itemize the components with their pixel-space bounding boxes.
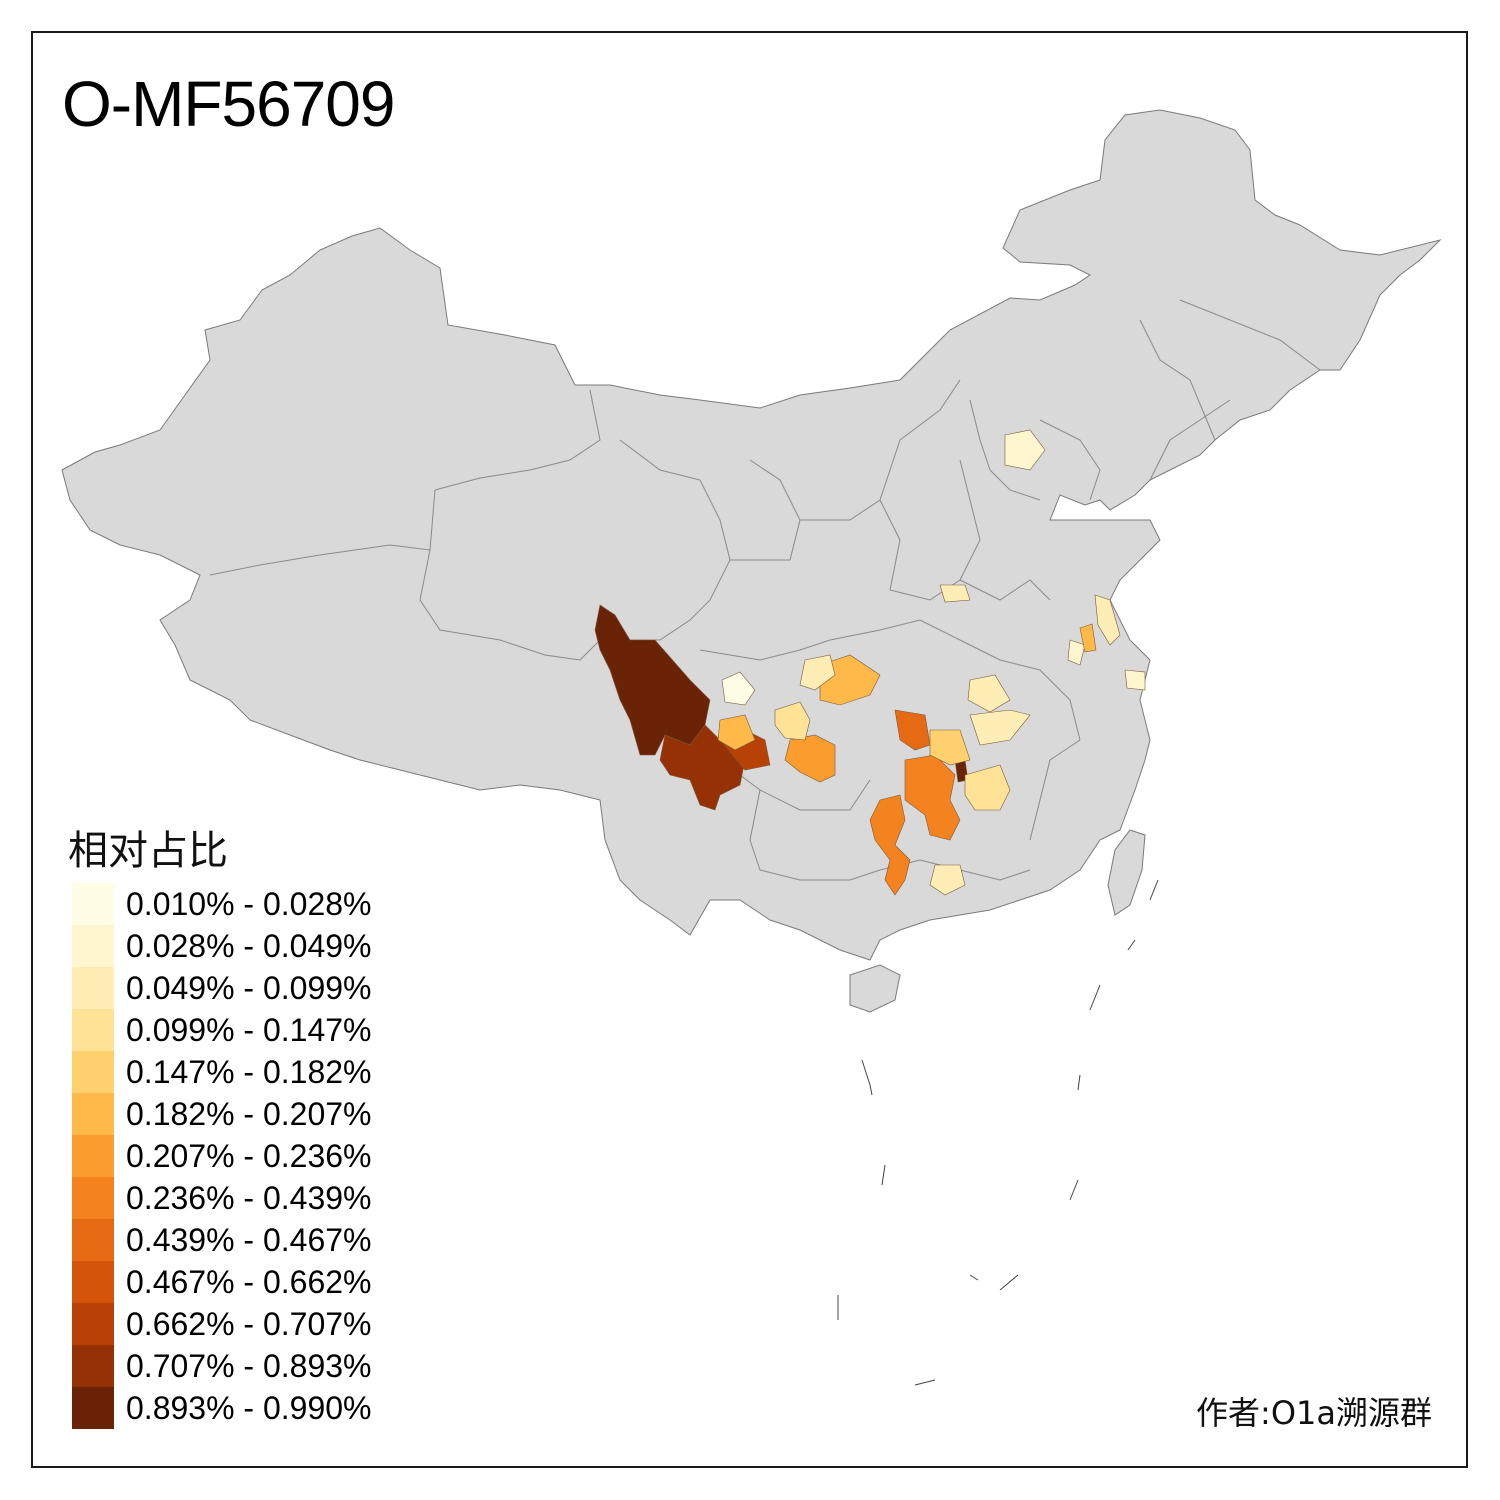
- region-0099-0147-b: [774, 701, 811, 741]
- legend-swatch: [72, 967, 114, 1009]
- region-0236-0439-a: [869, 794, 911, 896]
- region-0049-0099-b: [969, 709, 1031, 746]
- legend-label: 0.236% - 0.439%: [126, 1180, 372, 1216]
- region-0028-0049-a: [1004, 429, 1046, 471]
- legend-swatch: [72, 1093, 114, 1135]
- legend-swatch: [72, 1135, 114, 1177]
- legend-swatch: [72, 1219, 114, 1261]
- region-0182-0207-c: [1079, 623, 1097, 653]
- legend-label: 0.893% - 0.990%: [126, 1390, 372, 1426]
- highlighted-regions: [594, 429, 1146, 896]
- region-0207-0236: [784, 734, 836, 783]
- taiwan-island: [1107, 829, 1146, 916]
- region-0236-0439-b: [904, 754, 961, 841]
- region-0049-0099-e: [1094, 594, 1121, 646]
- hainan-island: [849, 964, 901, 1013]
- legend-swatch: [72, 883, 114, 925]
- legend-label: 0.207% - 0.236%: [126, 1138, 372, 1174]
- region-0049-0099-f: [939, 584, 971, 603]
- region-0049-0099-d: [929, 864, 966, 896]
- legend-title: 相对占比: [68, 828, 228, 874]
- legend-label: 0.467% - 0.662%: [126, 1264, 372, 1300]
- region-0182-0207-a: [819, 654, 881, 706]
- legend-label: 0.099% - 0.147%: [126, 1012, 372, 1048]
- region-0147-0182: [929, 729, 971, 766]
- region-0028-0049-b: [1067, 639, 1086, 666]
- region-0028-0049-c: [1124, 669, 1146, 691]
- legend-label: 0.028% - 0.049%: [126, 928, 372, 964]
- legend-swatch: [72, 1009, 114, 1051]
- legend-swatch: [72, 1261, 114, 1303]
- region-0010-0028: [721, 671, 756, 706]
- legend-label: 0.010% - 0.028%: [126, 886, 372, 922]
- south-sea-islands: [837, 879, 1159, 1386]
- region-0439-0467: [894, 709, 931, 751]
- map-frame: [31, 31, 1468, 1468]
- legend-swatch: [72, 1051, 114, 1093]
- legend-label: 0.662% - 0.707%: [126, 1306, 372, 1342]
- legend-label: 0.439% - 0.467%: [126, 1222, 372, 1258]
- legend-label: 0.147% - 0.182%: [126, 1054, 372, 1090]
- legend-swatch: [72, 1345, 114, 1387]
- region-0182-0207-b: [717, 714, 756, 751]
- author-credit: 作者:O1a溯源群: [1196, 1394, 1432, 1432]
- region-0099-0147-a: [964, 764, 1011, 811]
- legend-label: 0.049% - 0.099%: [126, 970, 372, 1006]
- map-title: O-MF56709: [62, 68, 395, 140]
- region-0049-0099-c: [799, 654, 836, 691]
- legend-swatch: [72, 1303, 114, 1345]
- legend-label: 0.707% - 0.893%: [126, 1348, 372, 1384]
- region-0049-0099-a: [967, 674, 1011, 713]
- legend-swatch: [72, 1177, 114, 1219]
- legend-swatch: [72, 925, 114, 967]
- province-borders: [209, 299, 1321, 881]
- legend-swatch: [72, 1387, 114, 1429]
- country-base: [61, 109, 1442, 961]
- region-0707-0893: [659, 724, 746, 811]
- legend-label: 0.182% - 0.207%: [126, 1096, 372, 1132]
